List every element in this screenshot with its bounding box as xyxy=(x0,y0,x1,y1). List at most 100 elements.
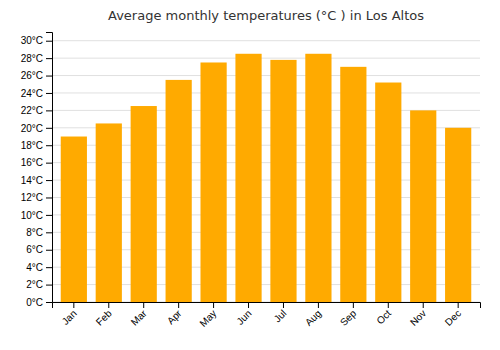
y-tick: 30°C xyxy=(21,35,52,46)
marks xyxy=(61,54,472,302)
bar xyxy=(375,83,401,302)
grid-line xyxy=(52,92,480,93)
y-tick: 8°C xyxy=(26,227,52,238)
x-tick-mark xyxy=(108,302,109,308)
y-tick-mark xyxy=(46,145,52,146)
x-tick: Nov xyxy=(408,302,428,328)
x-tick-mark xyxy=(213,302,214,308)
y-axis: 0°C 2°C 4°C 6°C 8°C 10°C 12°C 14°C 16°C 18°C 20°C 2… xyxy=(21,33,53,308)
x-tick: May xyxy=(197,302,218,329)
y-tick: 14°C xyxy=(21,175,52,186)
y-tick-label: 6°C xyxy=(26,244,43,255)
x-tick-mark xyxy=(353,302,354,308)
y-tick-label: 30°C xyxy=(21,35,43,46)
x-tick: Apr xyxy=(165,302,184,326)
chart-svg: Jan Feb Mar Apr May Jun Jul Aug Sep Oct Nov Dec 0°C 2… xyxy=(0,0,500,350)
x-tick: Feb xyxy=(94,302,114,328)
y-tick: 6°C xyxy=(26,244,52,255)
y-tick-mark xyxy=(46,41,52,42)
bar xyxy=(410,110,436,302)
y-tick-label: 4°C xyxy=(26,262,43,273)
y-tick-label: 2°C xyxy=(26,279,43,290)
x-tick: Aug xyxy=(303,302,323,328)
y-tick-label: 12°C xyxy=(21,192,43,203)
bar xyxy=(96,123,122,302)
plot-area: Jan Feb Mar Apr May Jun Jul Aug Sep Oct Nov Dec 0°C 2… xyxy=(21,33,481,329)
title: Average monthly temperatures (°C ) in Lo… xyxy=(108,8,424,23)
x-tick-label: May xyxy=(197,308,218,329)
y-tick: 28°C xyxy=(21,53,52,64)
y-tick-label: 8°C xyxy=(26,227,43,238)
x-tick-label: Aug xyxy=(303,308,323,328)
y-tick-label: 16°C xyxy=(21,157,43,168)
bar xyxy=(166,80,192,302)
grid-line xyxy=(52,75,480,76)
y-tick-mark xyxy=(46,58,52,59)
x-tick-mark xyxy=(178,302,179,308)
x-tick-mark xyxy=(388,302,389,308)
y-tick-label: 10°C xyxy=(21,210,43,221)
x-tick-mark xyxy=(458,302,459,308)
x-tick-label: Sep xyxy=(338,307,359,328)
y-tick-label: 26°C xyxy=(21,70,43,81)
grid xyxy=(52,41,480,302)
x-tick-label: Oct xyxy=(374,308,393,327)
bar xyxy=(445,128,471,302)
y-tick: 0°C xyxy=(26,297,52,308)
x-tick-mark xyxy=(143,302,144,308)
x-tick-label: Feb xyxy=(94,307,114,327)
x-tick-mark xyxy=(73,302,74,308)
y-tick-label: 18°C xyxy=(21,140,43,151)
x-tick-mark xyxy=(283,302,284,308)
x-tick-label: Mar xyxy=(129,307,149,327)
x-tick-mark xyxy=(248,302,249,308)
y-tick-mark xyxy=(46,163,52,164)
x-tick-mark xyxy=(318,302,319,308)
y-tick-mark xyxy=(46,76,52,77)
bar xyxy=(235,54,261,302)
bar xyxy=(131,106,157,302)
y-tick-mark xyxy=(46,197,52,198)
y-tick-label: 28°C xyxy=(21,53,43,64)
bar xyxy=(61,137,87,302)
y-tick-mark xyxy=(46,110,52,111)
y-tick: 4°C xyxy=(26,262,52,273)
bar xyxy=(340,67,366,302)
x-tick-label: Jul xyxy=(272,308,289,325)
y-tick-mark xyxy=(46,285,52,286)
y-axis-line xyxy=(46,33,53,303)
x-axis: Jan Feb Mar Apr May Jun Jul Aug Sep Oct Nov Dec xyxy=(53,302,481,329)
y-tick-mark xyxy=(46,93,52,94)
y-tick-mark xyxy=(46,250,52,251)
y-tick: 24°C xyxy=(21,88,52,99)
y-tick: 26°C xyxy=(21,70,52,81)
x-tick-mark xyxy=(423,302,424,308)
y-tick: 18°C xyxy=(21,140,52,151)
x-tick-label: Jun xyxy=(234,308,253,327)
x-axis-line xyxy=(53,303,481,309)
x-tick: Jan xyxy=(60,302,79,327)
chart-container: Jan Feb Mar Apr May Jun Jul Aug Sep Oct Nov Dec 0°C 2… xyxy=(0,0,500,350)
x-tick-label: Dec xyxy=(443,308,463,328)
y-tick-mark xyxy=(46,232,52,233)
x-tick: Jun xyxy=(234,302,253,327)
x-tick-label: Jan xyxy=(60,308,79,327)
y-tick-mark xyxy=(46,302,52,303)
y-tick-mark xyxy=(46,267,52,268)
grid-line xyxy=(52,58,480,59)
y-tick: 12°C xyxy=(21,192,52,203)
bar xyxy=(200,62,226,302)
y-tick-label: 20°C xyxy=(21,123,43,134)
y-tick-label: 24°C xyxy=(21,88,43,99)
y-tick-mark xyxy=(46,128,52,129)
x-tick-label: Nov xyxy=(408,308,428,328)
bar xyxy=(305,54,331,302)
x-tick: Dec xyxy=(443,302,463,328)
x-tick: Jul xyxy=(272,302,289,324)
bar xyxy=(270,60,296,302)
y-tick-label: 0°C xyxy=(26,297,43,308)
y-tick-label: 14°C xyxy=(21,175,43,186)
grid-line xyxy=(52,40,480,41)
y-tick-label: 22°C xyxy=(21,105,43,116)
y-tick: 2°C xyxy=(26,279,52,290)
